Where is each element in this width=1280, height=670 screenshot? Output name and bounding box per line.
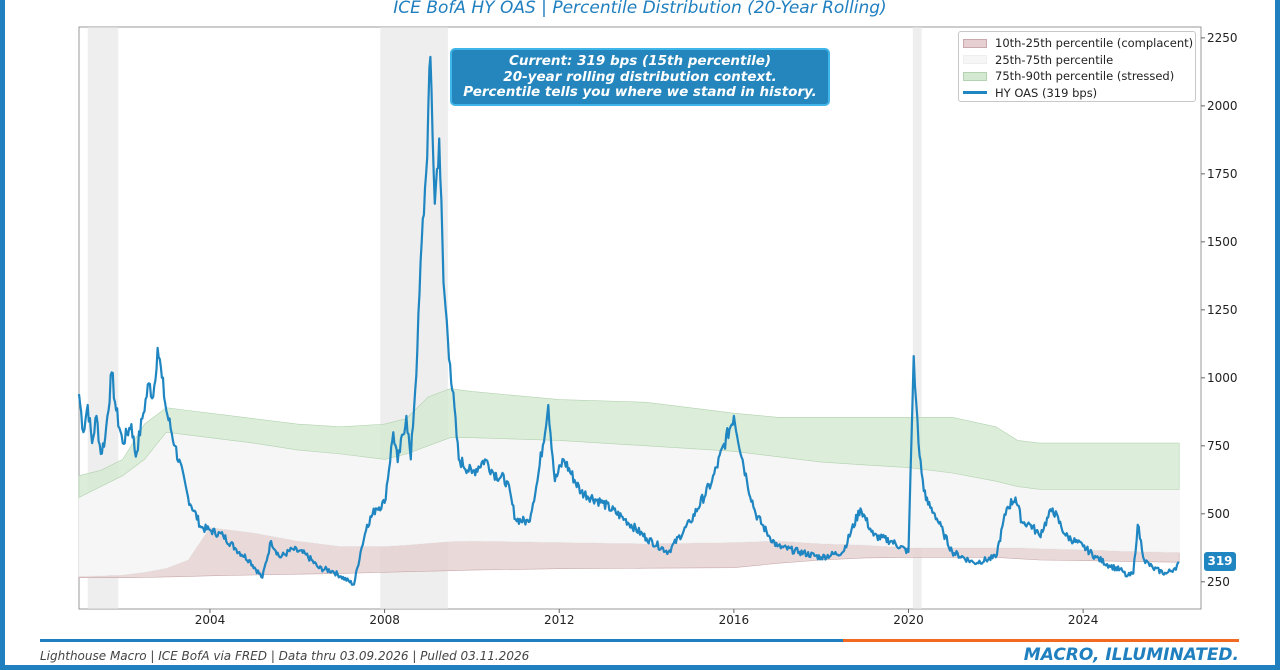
chart-title: ICE BofA HY OAS | Percentile Distributio…: [393, 0, 887, 18]
footer-source-text: Lighthouse Macro | ICE BofA via FRED | D…: [40, 649, 530, 663]
percentile-bands: [78, 388, 1180, 578]
legend-item-middle: 25th-75th percentile: [963, 52, 1195, 69]
footer-rule-orange: [843, 639, 1239, 642]
annotation-line-1: Current: 319 bps (15th percentile): [508, 53, 772, 69]
legend-label-stressed: 75th-90th percentile (stressed): [995, 69, 1175, 84]
legend-label-complacent: 10th-25th percentile (complacent): [995, 36, 1194, 51]
chart-legend: 10th-25th percentile (complacent) 25th-7…: [958, 31, 1196, 102]
x-tick-label-2012: 2012: [544, 613, 575, 627]
current-reading-annotation: Current: 319 bps (15th percentile) 20-ye…: [450, 48, 830, 106]
x-tick-label-2016: 2016: [719, 613, 750, 627]
legend-item-stressed: 75th-90th percentile (stressed): [963, 68, 1195, 85]
series-lines: [77, 55, 1180, 586]
legend-swatch-stressed: [963, 71, 987, 81]
footer-rule-blue: [40, 639, 843, 642]
annotation-line-3: Percentile tells you where we stand in h…: [463, 84, 817, 100]
series-line-hy-oas: [77, 55, 1180, 586]
x-tick-label-2020: 2020: [893, 613, 924, 627]
y-tick-label-750: 750: [1207, 439, 1230, 453]
legend-label-hy-oas: HY OAS (319 bps): [995, 85, 1098, 100]
annotation-line-2: 20-year rolling distribution context.: [503, 68, 777, 85]
x-tick-label-2004: 2004: [195, 613, 226, 627]
y-axis: 250 500 750 1000 1250 1500 1750 2000 2250: [1201, 31, 1238, 589]
y-tick-label-500: 500: [1207, 507, 1230, 521]
legend-item-complacent: 10th-25th percentile (complacent): [963, 35, 1195, 52]
y-tick-label-2250: 2250: [1207, 31, 1238, 45]
legend-swatch-complacent: [963, 38, 987, 48]
y-tick-label-1500: 1500: [1207, 235, 1238, 249]
y-tick-label-250: 250: [1207, 575, 1230, 589]
x-tick-label-2008: 2008: [369, 613, 400, 627]
y-tick-label-1000: 1000: [1207, 371, 1238, 385]
legend-item-hy-oas: HY OAS (319 bps): [963, 85, 1195, 102]
legend-swatch-middle: [963, 55, 987, 65]
x-axis: 2004 2008 2012 2016 2020 2024: [195, 609, 1099, 627]
y-tick-label-1750: 1750: [1207, 167, 1238, 181]
band-stressed: [78, 388, 1180, 498]
x-tick-label-2024: 2024: [1068, 613, 1099, 627]
current-value-badge: 319: [1204, 552, 1236, 571]
legend-swatch-hy-oas: [963, 91, 987, 95]
recession-band-2: [912, 27, 922, 609]
legend-label-middle: 25th-75th percentile: [995, 52, 1114, 67]
y-tick-label-2000: 2000: [1207, 99, 1238, 113]
footer-brand-tagline: MACRO, ILLUMINATED.: [1023, 645, 1239, 665]
y-tick-label-1250: 1250: [1207, 303, 1238, 317]
